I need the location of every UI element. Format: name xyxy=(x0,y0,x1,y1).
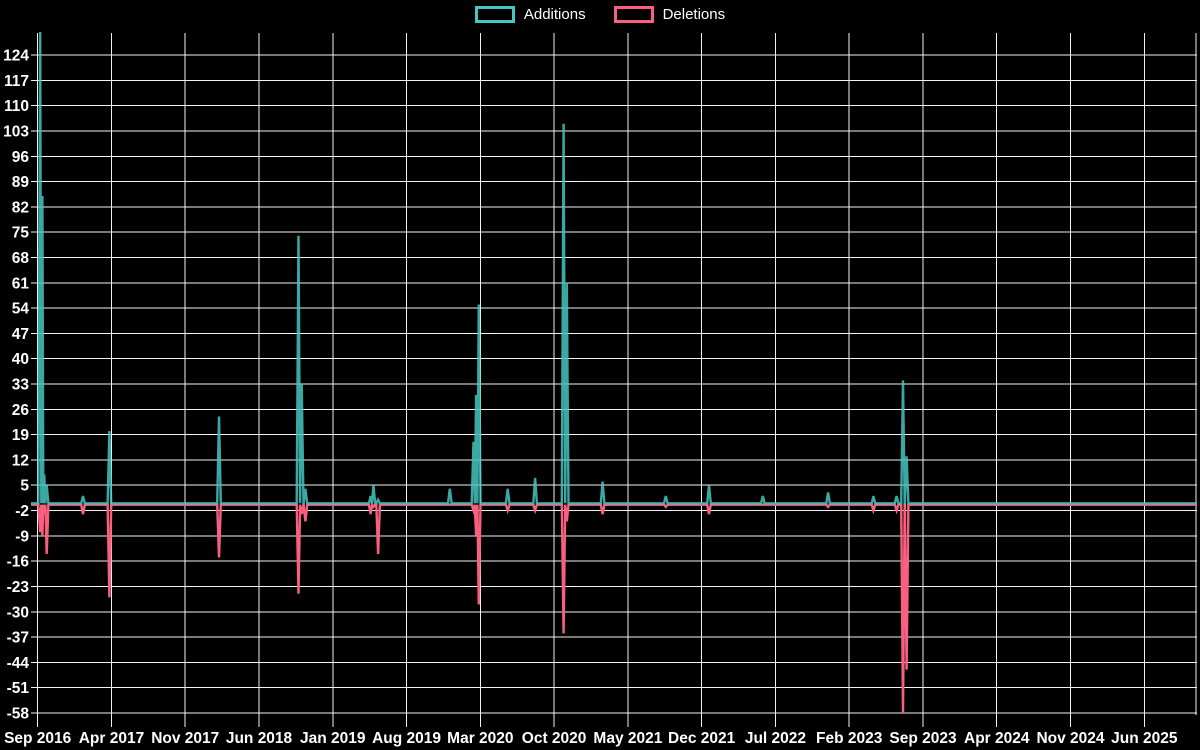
svg-text:-23: -23 xyxy=(7,579,30,596)
svg-text:May 2021: May 2021 xyxy=(593,730,662,747)
svg-text:5: 5 xyxy=(20,478,29,495)
legend-label-deletions: Deletions xyxy=(662,6,726,23)
svg-text:Sep 2023: Sep 2023 xyxy=(889,730,957,747)
svg-text:-51: -51 xyxy=(7,680,30,697)
svg-text:82: 82 xyxy=(12,199,29,216)
svg-text:-58: -58 xyxy=(7,705,30,722)
legend-item-deletions[interactable]: Deletions xyxy=(613,6,726,23)
svg-text:40: 40 xyxy=(12,351,29,368)
svg-text:Sep 2016: Sep 2016 xyxy=(4,730,72,747)
svg-text:-37: -37 xyxy=(7,630,29,647)
chart-legend: Additions Deletions xyxy=(0,6,1200,23)
svg-text:-44: -44 xyxy=(7,655,30,672)
svg-text:124: 124 xyxy=(3,48,29,65)
svg-text:-30: -30 xyxy=(7,604,29,621)
svg-text:-9: -9 xyxy=(15,528,29,545)
svg-text:75: 75 xyxy=(12,225,30,242)
svg-text:54: 54 xyxy=(12,301,30,318)
svg-text:Mar 2020: Mar 2020 xyxy=(447,730,513,747)
svg-text:Aug 2019: Aug 2019 xyxy=(372,730,441,747)
svg-text:Apr 2024: Apr 2024 xyxy=(964,730,1030,747)
svg-text:12: 12 xyxy=(12,452,29,469)
svg-text:Dec 2021: Dec 2021 xyxy=(668,730,736,747)
svg-text:61: 61 xyxy=(12,275,30,292)
svg-text:Feb 2023: Feb 2023 xyxy=(816,730,883,747)
svg-text:103: 103 xyxy=(3,123,29,140)
svg-text:19: 19 xyxy=(12,427,30,444)
svg-text:-16: -16 xyxy=(7,554,30,571)
svg-text:Jan 2019: Jan 2019 xyxy=(300,730,366,747)
svg-text:Jun 2018: Jun 2018 xyxy=(226,730,293,747)
svg-text:Nov 2024: Nov 2024 xyxy=(1036,730,1104,747)
svg-text:47: 47 xyxy=(12,326,29,343)
legend-label-additions: Additions xyxy=(523,6,586,23)
svg-text:Nov 2017: Nov 2017 xyxy=(151,730,219,747)
svg-text:89: 89 xyxy=(12,174,30,191)
legend-item-additions[interactable]: Additions xyxy=(474,6,586,23)
svg-text:Oct 2020: Oct 2020 xyxy=(522,730,587,747)
svg-text:Jun 2025: Jun 2025 xyxy=(1111,730,1178,747)
svg-text:96: 96 xyxy=(12,149,30,166)
deletions-swatch-icon xyxy=(613,6,654,23)
svg-text:Apr 2017: Apr 2017 xyxy=(79,730,144,747)
svg-text:26: 26 xyxy=(12,402,30,419)
svg-text:117: 117 xyxy=(4,73,29,90)
svg-text:68: 68 xyxy=(12,250,30,267)
svg-text:Jul 2022: Jul 2022 xyxy=(745,730,806,747)
additions-swatch-icon xyxy=(474,6,515,23)
svg-text:33: 33 xyxy=(12,377,30,394)
svg-text:110: 110 xyxy=(4,98,29,115)
svg-text:-2: -2 xyxy=(15,503,29,520)
